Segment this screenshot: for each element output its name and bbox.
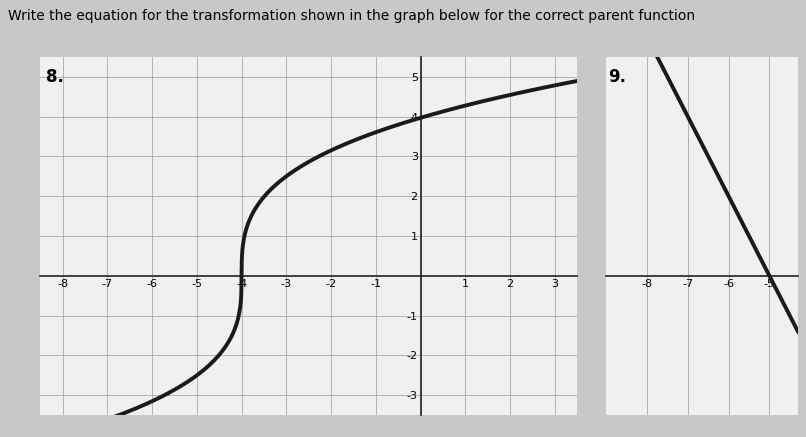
Text: Write the equation for the transformation shown in the graph below for the corre: Write the equation for the transformatio… (8, 9, 696, 23)
Text: 9.: 9. (609, 68, 626, 86)
Text: 8.: 8. (46, 68, 64, 86)
